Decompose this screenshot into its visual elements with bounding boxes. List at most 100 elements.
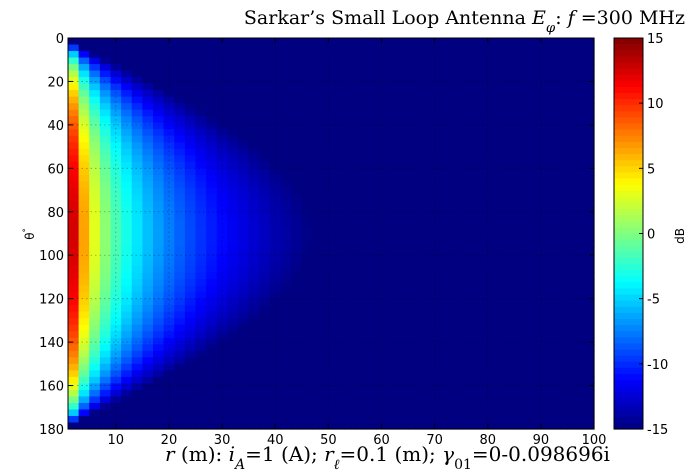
heatmap-cell bbox=[524, 402, 537, 411]
heatmap-cell bbox=[376, 103, 388, 111]
heatmap-cell bbox=[68, 187, 80, 195]
heatmap-cell bbox=[323, 246, 335, 254]
heatmap-cell bbox=[567, 168, 579, 176]
heatmap-cell bbox=[429, 272, 441, 280]
heatmap-cell bbox=[365, 285, 377, 293]
heatmap-cell bbox=[333, 90, 345, 98]
heatmap-cell bbox=[291, 246, 303, 254]
heatmap-cell bbox=[216, 96, 228, 104]
heatmap-cell bbox=[546, 194, 558, 202]
heatmap-cell bbox=[174, 292, 186, 300]
heatmap-cell bbox=[184, 337, 197, 345]
heatmap-cell bbox=[471, 226, 484, 235]
heatmap-cell bbox=[439, 337, 452, 345]
heatmap-cell bbox=[110, 57, 122, 65]
heatmap-cell bbox=[174, 220, 186, 228]
heatmap-cell bbox=[397, 233, 409, 241]
heatmap-cell bbox=[471, 148, 484, 156]
heatmap-cell bbox=[333, 155, 345, 163]
heatmap-cell bbox=[588, 148, 595, 156]
heatmap-cell bbox=[408, 103, 420, 111]
heatmap-cell bbox=[99, 148, 112, 156]
heatmap-cell bbox=[163, 83, 175, 91]
heatmap-cell bbox=[365, 337, 377, 345]
heatmap-cell bbox=[503, 181, 515, 189]
heatmap-cell bbox=[227, 129, 239, 137]
heatmap-cell bbox=[110, 226, 122, 235]
heatmap-cell bbox=[216, 279, 228, 287]
heatmap-cell bbox=[493, 109, 505, 117]
heatmap-cell bbox=[99, 253, 112, 261]
heatmap-cell bbox=[514, 200, 526, 209]
heatmap-cell bbox=[78, 161, 90, 169]
heatmap-cell bbox=[142, 142, 154, 150]
heatmap-cell bbox=[121, 292, 133, 300]
heatmap-cell bbox=[503, 253, 515, 261]
heatmap-cell bbox=[99, 161, 112, 169]
heatmap-cell bbox=[386, 70, 399, 78]
heatmap-cell bbox=[461, 383, 473, 391]
heatmap-cell bbox=[184, 279, 197, 287]
heatmap-cell bbox=[354, 285, 367, 293]
heatmap-cell bbox=[259, 90, 271, 98]
heatmap-cell bbox=[142, 213, 154, 222]
heatmap-cell bbox=[556, 324, 569, 332]
heatmap-cell bbox=[524, 259, 537, 267]
heatmap-cell bbox=[68, 90, 80, 98]
heatmap-cell bbox=[206, 187, 218, 195]
heatmap-cell bbox=[524, 77, 537, 85]
heatmap-cell bbox=[578, 422, 590, 430]
heatmap-cell bbox=[291, 109, 303, 117]
heatmap-cell bbox=[408, 44, 420, 52]
heatmap-cell bbox=[503, 129, 515, 137]
heatmap-cell bbox=[418, 174, 430, 182]
heatmap-cell bbox=[89, 135, 101, 143]
heatmap-cell bbox=[546, 233, 558, 241]
heatmap-cell bbox=[174, 44, 186, 52]
heatmap-cell bbox=[131, 194, 143, 202]
heatmap-cell bbox=[408, 311, 420, 319]
heatmap-cell bbox=[89, 376, 101, 384]
heatmap-cell bbox=[269, 292, 282, 300]
heatmap-cell bbox=[110, 129, 122, 137]
heatmap-cell bbox=[578, 168, 590, 176]
heatmap-cell bbox=[131, 207, 143, 215]
colorbar-swatch bbox=[614, 129, 643, 137]
heatmap-cell bbox=[567, 142, 579, 150]
heatmap-cell bbox=[238, 363, 250, 371]
heatmap-cell bbox=[524, 324, 537, 332]
heatmap-cell bbox=[588, 200, 595, 209]
heatmap-cell bbox=[99, 344, 112, 352]
heatmap-cell bbox=[68, 135, 80, 143]
heatmap-cell bbox=[333, 103, 345, 111]
heatmap-cell bbox=[142, 396, 154, 404]
heatmap-cell bbox=[578, 292, 590, 300]
heatmap-cell bbox=[301, 83, 314, 91]
heatmap-cell bbox=[142, 305, 154, 313]
x-axis-ticks: 10 20 30 40 50 60 70 80 90 100 bbox=[108, 38, 606, 448]
heatmap-cell bbox=[174, 272, 186, 280]
heatmap-cell bbox=[312, 129, 324, 137]
heatmap-cell bbox=[408, 77, 420, 85]
heatmap-cell bbox=[439, 70, 452, 78]
heatmap-cell bbox=[556, 226, 569, 235]
heatmap-cell bbox=[259, 422, 271, 430]
heatmap-cell bbox=[121, 363, 133, 371]
heatmap-cell bbox=[153, 148, 165, 156]
heatmap-cell bbox=[121, 279, 133, 287]
heatmap-cell bbox=[248, 305, 260, 313]
heatmap-cell bbox=[408, 233, 420, 241]
heatmap-cell bbox=[121, 337, 133, 345]
heatmap-cell bbox=[248, 168, 260, 176]
heatmap-cell bbox=[376, 142, 388, 150]
heatmap-cell bbox=[121, 116, 133, 124]
heatmap-cell bbox=[588, 64, 595, 72]
heatmap-cell bbox=[142, 298, 154, 306]
heatmap-cell bbox=[68, 77, 80, 85]
x-tick-label: 70 bbox=[426, 433, 443, 448]
heatmap-cell bbox=[259, 331, 271, 339]
heatmap-cell bbox=[153, 168, 165, 176]
heatmap-cell bbox=[153, 409, 165, 417]
heatmap-cell bbox=[248, 324, 260, 332]
heatmap-cell bbox=[376, 213, 388, 222]
